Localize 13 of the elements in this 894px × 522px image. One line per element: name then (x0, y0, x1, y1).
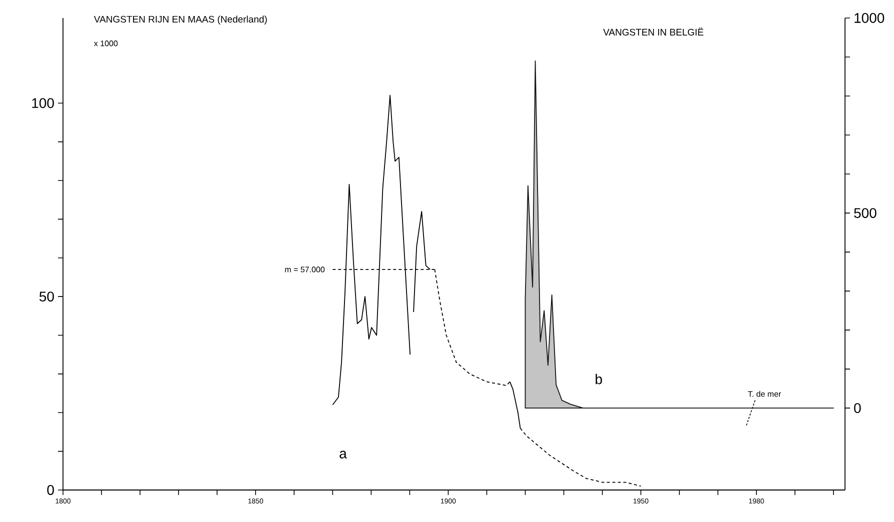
y2-tick-label: 1000 (854, 13, 884, 23)
annotation: b (596, 374, 602, 384)
series-label: m = 57.000 (285, 266, 325, 272)
annotation: a (340, 450, 347, 458)
y-tick-label: 50 (39, 292, 54, 302)
y2-tick-label: 0 (854, 403, 861, 414)
y-axis-title: x 1000 (94, 40, 118, 46)
chart-title: VANGSTEN RIJN EN MAAS (Nederland) (94, 16, 267, 24)
y-tick-label: 0 (47, 485, 54, 495)
y2-tick-label: 500 (854, 208, 876, 218)
text: VANGSTEN IN BELGIË (603, 28, 704, 36)
y-tick-label: 100 (32, 98, 54, 108)
annotation: T. de mer (748, 390, 781, 397)
